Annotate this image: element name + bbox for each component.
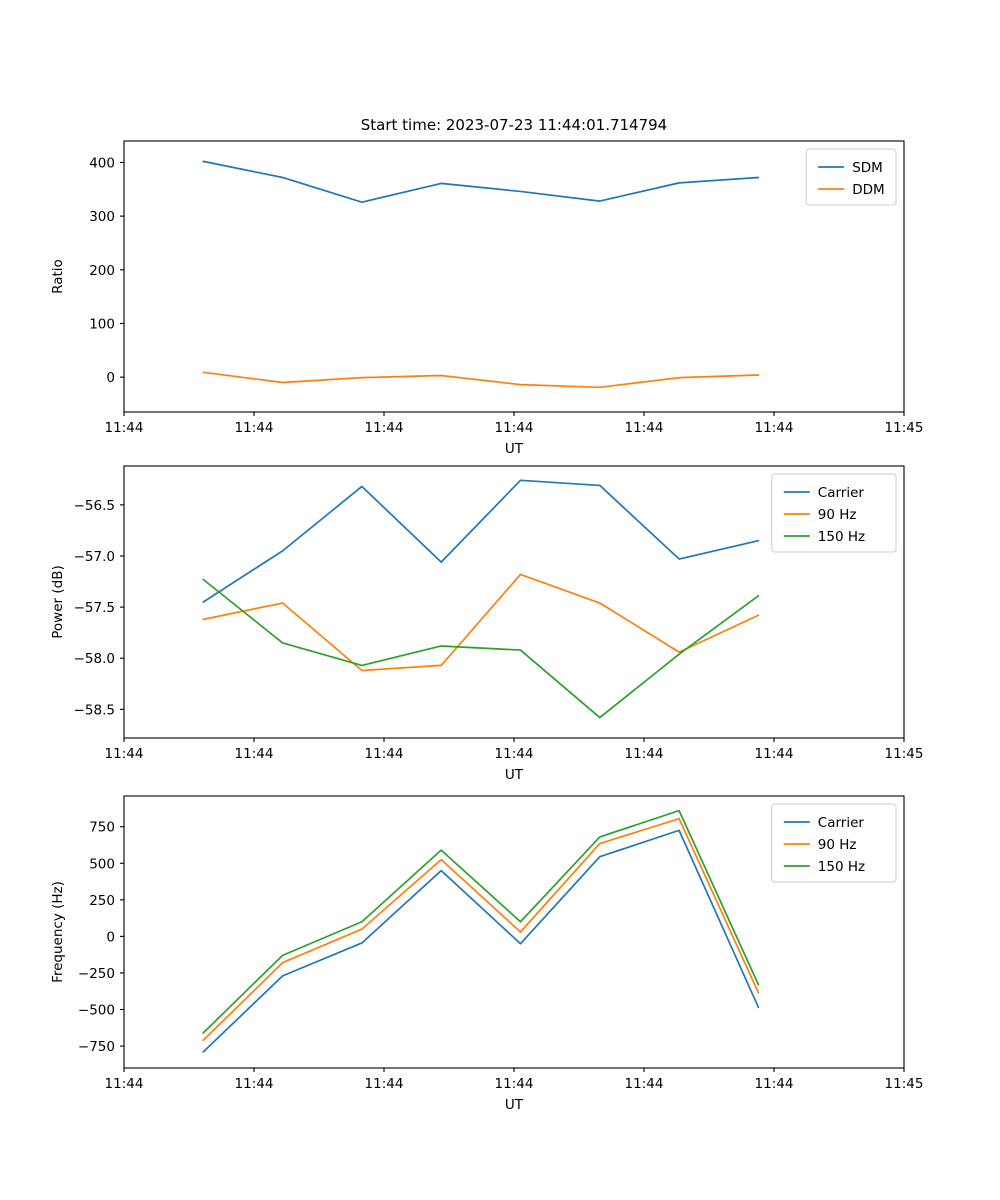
legend-label-carrier: Carrier [818, 485, 865, 501]
x-tick-label: 11:44 [625, 420, 664, 436]
panel-frequency: 11:44 11:44 11:44 11:44 11:44 11:44 11:45 −750 −… [0, 790, 1000, 1200]
x-tick-label: 11:44 [235, 1076, 274, 1092]
x-tick-label: 11:44 [235, 746, 274, 762]
x-tick-label: 11:44 [495, 746, 534, 762]
y-tick-label: −56.5 [74, 498, 115, 514]
y-tick-label: −750 [78, 1039, 115, 1055]
legend: SDM DDM [805, 148, 897, 206]
plot-area [202, 160, 760, 389]
legend: Carrier 90 Hz 150 Hz [771, 473, 897, 553]
axes-frame [123, 140, 905, 413]
x-tick-label: 11:44 [755, 746, 794, 762]
x-tick-label: 11:44 [365, 420, 404, 436]
legend-label-90-hz: 90 Hz [818, 507, 857, 523]
x-tick-label: 11:44 [105, 420, 144, 436]
legend-label-ddm: DDM [852, 182, 884, 198]
chart-svg-2: 11:44 11:44 11:44 11:44 11:44 11:44 11:45 −750 −… [50, 795, 924, 1113]
x-tick-label: 11:44 [495, 420, 534, 436]
y-tick-label: −58.5 [74, 702, 115, 718]
y-axis-label: Ratio [50, 259, 66, 294]
y-tick-label: −57.5 [74, 600, 115, 616]
y-axis-label: Power (dB) [50, 565, 66, 638]
y-tick-label: 200 [89, 263, 115, 279]
y-tick-label: 400 [89, 155, 115, 171]
x-axis-label: UT [505, 1097, 524, 1113]
series-line-150-hz [202, 809, 760, 1034]
chart-svg-1: 11:44 11:44 11:44 11:44 11:44 11:44 11:45 −58.5… [50, 465, 924, 783]
series-line-carrier [202, 829, 760, 1053]
y-tick-label: −57.0 [74, 549, 115, 565]
legend-label-carrier: Carrier [818, 815, 865, 831]
panel-power: 11:44 11:44 11:44 11:44 11:44 11:44 11:45 −58.5… [0, 460, 1000, 790]
legend-label-sdm: SDM [852, 160, 883, 176]
series-line-90-hz [202, 817, 760, 1042]
x-tick-label: 11:44 [625, 1076, 664, 1092]
series-line-90-hz [202, 573, 760, 672]
y-tick-label: −58.0 [74, 651, 115, 667]
legend-label-90-hz: 90 Hz [818, 837, 857, 853]
y-tick-label: 250 [89, 893, 115, 909]
x-tick-label: 11:44 [625, 746, 664, 762]
legend-label-150-hz: 150 Hz [818, 859, 865, 875]
x-tick-label: 11:44 [755, 420, 794, 436]
x-tick-label: 11:44 [365, 1076, 404, 1092]
series-line-carrier [202, 479, 760, 603]
series-line-sdm [202, 160, 760, 204]
plot-area [202, 809, 760, 1053]
x-tick-label: 11:45 [885, 420, 924, 436]
x-axis-label: UT [505, 767, 524, 783]
x-tick-label: 11:44 [105, 746, 144, 762]
x-tick-label: 11:44 [105, 1076, 144, 1092]
y-tick-label: 500 [89, 856, 115, 872]
x-tick-label: 11:44 [235, 420, 274, 436]
plot-area [202, 479, 760, 719]
legend-box [771, 803, 897, 883]
panel-ratio: Start time: 2023-07-23 11:44:01.714794 11… [0, 0, 1000, 460]
series-line-ddm [202, 371, 760, 389]
y-tick-label: 0 [106, 370, 115, 386]
legend: Carrier 90 Hz 150 Hz [771, 803, 897, 883]
series-line-150-hz [202, 578, 760, 719]
x-axis-label: UT [505, 441, 524, 457]
legend-label-150-hz: 150 Hz [818, 529, 865, 545]
y-tick-label: −250 [78, 966, 115, 982]
y-tick-label: 100 [89, 316, 115, 332]
legend-box [771, 473, 897, 553]
x-tick-label: 11:45 [885, 746, 924, 762]
legend-box [805, 148, 897, 206]
x-tick-label: 11:44 [365, 746, 404, 762]
x-tick-label: 11:45 [885, 1076, 924, 1092]
y-axis-label: Frequency (Hz) [50, 881, 66, 983]
y-tick-label: 300 [89, 209, 115, 225]
y-tick-label: 750 [89, 820, 115, 836]
chart-title: Start time: 2023-07-23 11:44:01.714794 [361, 116, 667, 134]
y-tick-label: 0 [106, 929, 115, 945]
chart-svg-0: Start time: 2023-07-23 11:44:01.714794 11… [50, 116, 924, 457]
x-tick-label: 11:44 [495, 1076, 534, 1092]
x-tick-label: 11:44 [755, 1076, 794, 1092]
y-tick-label: −500 [78, 1003, 115, 1019]
